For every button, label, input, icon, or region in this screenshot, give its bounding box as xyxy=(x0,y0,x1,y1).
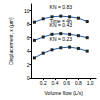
svg-text:Time = 4h: Time = 4h xyxy=(49,17,72,24)
svg-text:10: 10 xyxy=(24,8,30,14)
svg-text:KN = 0.43: KN = 0.43 xyxy=(50,22,73,28)
svg-text:6: 6 xyxy=(27,35,30,41)
svg-text:Volume flow (L/s): Volume flow (L/s) xyxy=(45,90,84,96)
svg-text:0.4: 0.4 xyxy=(51,80,58,86)
svg-text:Displacement, x (μm): Displacement, x (μm) xyxy=(8,17,14,65)
svg-text:0: 0 xyxy=(27,75,30,81)
svg-text:0.2: 0.2 xyxy=(40,80,47,86)
svg-text:0.8: 0.8 xyxy=(75,80,82,86)
svg-text:0.6: 0.6 xyxy=(63,80,70,86)
svg-text:KN = 0.23: KN = 0.23 xyxy=(50,36,73,42)
svg-text:1.0: 1.0 xyxy=(87,80,94,86)
svg-text:8: 8 xyxy=(27,21,30,27)
svg-text:4: 4 xyxy=(27,48,30,54)
svg-text:2: 2 xyxy=(27,62,30,68)
svg-text:KN = 0.83: KN = 0.83 xyxy=(50,4,73,10)
